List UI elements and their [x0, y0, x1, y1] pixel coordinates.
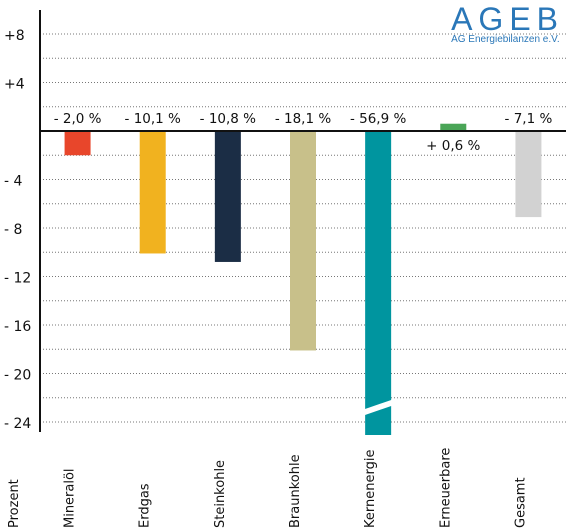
logo-main-text: AGEB	[451, 1, 564, 37]
bar-erneuerbare	[440, 123, 467, 131]
y-tick-label: - 24	[4, 416, 31, 432]
category-label: Gesamt	[513, 477, 528, 528]
bar-gesamt	[515, 131, 542, 218]
bar-braunkohle	[290, 131, 316, 351]
y-tick-label: - 12	[4, 271, 31, 287]
y-axis-label: Prozent	[7, 479, 22, 528]
category-label: Erdgas	[138, 483, 153, 528]
y-tick-label: - 16	[4, 319, 31, 335]
y-tick-label: - 8	[4, 222, 22, 238]
value-label: - 2,0 %	[54, 111, 102, 127]
axis-break-marker	[362, 399, 395, 416]
y-tick-label: +8	[4, 28, 25, 44]
value-label: - 10,8 %	[200, 111, 257, 127]
category-label: Erneuerbare	[438, 448, 453, 528]
bar-mineralöl	[64, 131, 91, 156]
category-label: Kernenergie	[363, 450, 378, 528]
bar-erdgas	[139, 131, 166, 254]
value-label: - 10,1 %	[125, 111, 182, 127]
value-label: - 56,9 %	[350, 111, 407, 127]
bar-kernenergie	[365, 131, 392, 435]
logo-sub-text: AG Energiebilanzen e.V.	[451, 34, 560, 45]
value-label: + 0,6 %	[426, 138, 480, 154]
category-label: Braunkohle	[288, 454, 303, 528]
category-label: Steinkohle	[213, 460, 228, 528]
value-label: - 18,1 %	[275, 111, 332, 127]
value-label: - 7,1 %	[505, 111, 553, 127]
y-tick-label: - 20	[4, 368, 31, 384]
ageb-logo: AGEB AG Energiebilanzen e.V.	[451, 2, 564, 45]
bar-steinkohle	[214, 131, 241, 262]
y-tick-label: - 4	[4, 174, 23, 190]
y-tick-label: +4	[4, 77, 25, 93]
category-label: Mineralöl	[63, 468, 78, 528]
